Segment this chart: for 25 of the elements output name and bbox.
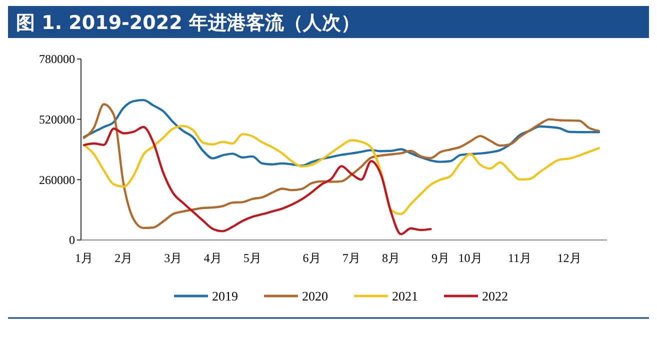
y-tick-label: 780000	[39, 52, 75, 66]
x-tick-label: 5月	[243, 251, 262, 265]
x-tick-label: 6月	[302, 251, 321, 265]
line-series	[82, 103, 600, 230]
x-tick-label: 4月	[204, 251, 222, 265]
x-tick-label: 1月	[75, 251, 93, 265]
x-tick-label: 8月	[382, 251, 400, 265]
x-tick-label: 7月	[342, 251, 360, 265]
legend-label: 2021	[392, 288, 418, 304]
line-series	[82, 126, 432, 236]
y-tick-label: 520000	[39, 112, 75, 127]
chart-title: 图 1. 2019-2022 年进港客流（人次）	[16, 12, 360, 34]
y-tick-label: 0	[69, 233, 75, 248]
legend-label: 2020	[302, 288, 328, 304]
x-tick-label: 3月	[164, 251, 182, 265]
x-tick-label: 10月	[458, 251, 482, 265]
line-series	[82, 98, 600, 167]
legend-label: 2022	[482, 288, 508, 304]
x-tick-label: 2月	[114, 251, 133, 265]
x-tick-label: 11月	[508, 251, 532, 265]
line-series	[82, 124, 600, 216]
x-tick-label: 12月	[557, 251, 582, 265]
legend-label: 2019	[212, 288, 238, 304]
y-tick-label: 260000	[39, 172, 75, 187]
x-tick-label: 9月	[432, 251, 450, 265]
